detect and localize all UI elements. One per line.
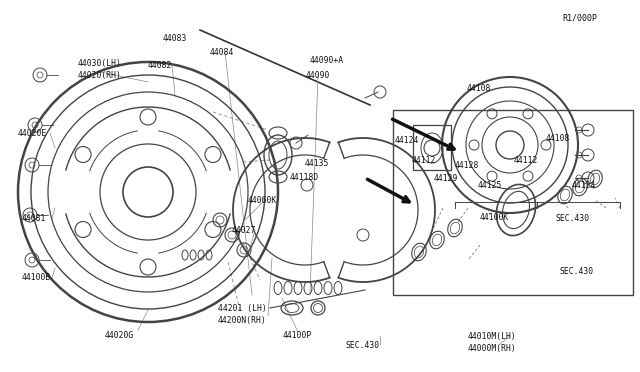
Text: 44124: 44124 [395,135,419,144]
Text: 44027: 44027 [232,225,257,234]
Text: SEC.430: SEC.430 [345,340,379,350]
Text: 44020E: 44020E [18,128,47,138]
Text: 44010M(LH): 44010M(LH) [468,331,516,340]
Bar [413,125,451,170]
Text: SEC.430: SEC.430 [556,214,590,222]
Text: 44135: 44135 [305,158,330,167]
Text: 44200N(RH): 44200N(RH) [218,315,267,324]
Text: 44090+A: 44090+A [310,55,344,64]
Text: 44100P: 44100P [283,330,312,340]
Text: 44100K: 44100K [480,212,509,221]
Text: 44129: 44129 [434,173,458,183]
Text: 44112: 44112 [412,155,436,164]
Text: 44100B: 44100B [22,273,51,282]
Text: 44108: 44108 [467,83,492,93]
Text: 44118D: 44118D [290,173,319,182]
Text: 44125: 44125 [478,180,502,189]
Text: SEC.430: SEC.430 [560,267,594,276]
Text: 44084: 44084 [210,48,234,57]
Text: 44083: 44083 [163,33,188,42]
Text: 44060K: 44060K [248,196,277,205]
Text: 44128: 44128 [455,160,479,170]
Text: 44201 (LH): 44201 (LH) [218,304,267,312]
Text: 44082: 44082 [148,61,172,70]
Text: 44000M(RH): 44000M(RH) [468,343,516,353]
Text: R1/000P: R1/000P [562,13,597,22]
Text: 44108: 44108 [546,134,570,142]
Text: 44020(RH): 44020(RH) [78,71,122,80]
Bar [393,110,633,295]
Text: 44030(LH): 44030(LH) [78,58,122,67]
Text: 44081: 44081 [22,214,46,222]
Text: 44090: 44090 [306,71,330,80]
Text: 44020G: 44020G [105,330,134,340]
Text: 44112: 44112 [514,155,538,164]
Text: 44124: 44124 [572,180,596,189]
